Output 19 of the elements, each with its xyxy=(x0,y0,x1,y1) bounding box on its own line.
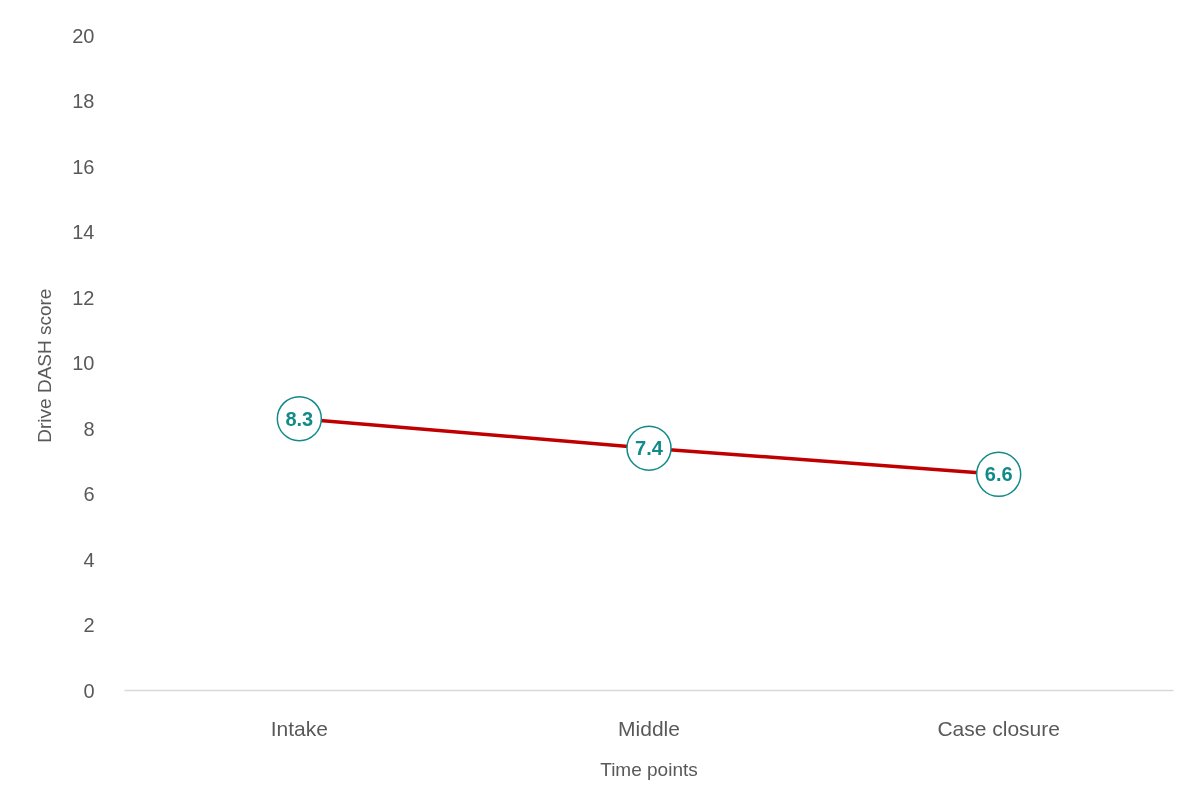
y-tick-label: 10 xyxy=(72,352,95,374)
y-tick-label: 0 xyxy=(83,679,95,702)
y-tick-label: 14 xyxy=(72,221,95,243)
y-tick-label: 2 xyxy=(83,614,95,636)
data-label: 6.6 xyxy=(984,463,1013,486)
x-tick-label: Case closure xyxy=(937,716,1060,740)
y-tick-label: 16 xyxy=(72,155,95,178)
y-tick-label: 4 xyxy=(83,548,95,571)
data-label: 7.4 xyxy=(635,437,664,460)
y-tick-label: 20 xyxy=(72,24,95,47)
data-label: 8.3 xyxy=(285,407,314,430)
y-tick-label: 18 xyxy=(72,90,95,112)
y-tick-label: 6 xyxy=(83,483,95,505)
x-tick-label: Middle xyxy=(618,716,680,740)
x-axis-title: Time points xyxy=(600,758,698,780)
y-tick-label: 12 xyxy=(72,286,95,309)
y-tick-label: 8 xyxy=(83,417,95,440)
x-tick-label: Intake xyxy=(270,716,328,740)
y-axis-title: Drive DASH score xyxy=(34,288,56,443)
